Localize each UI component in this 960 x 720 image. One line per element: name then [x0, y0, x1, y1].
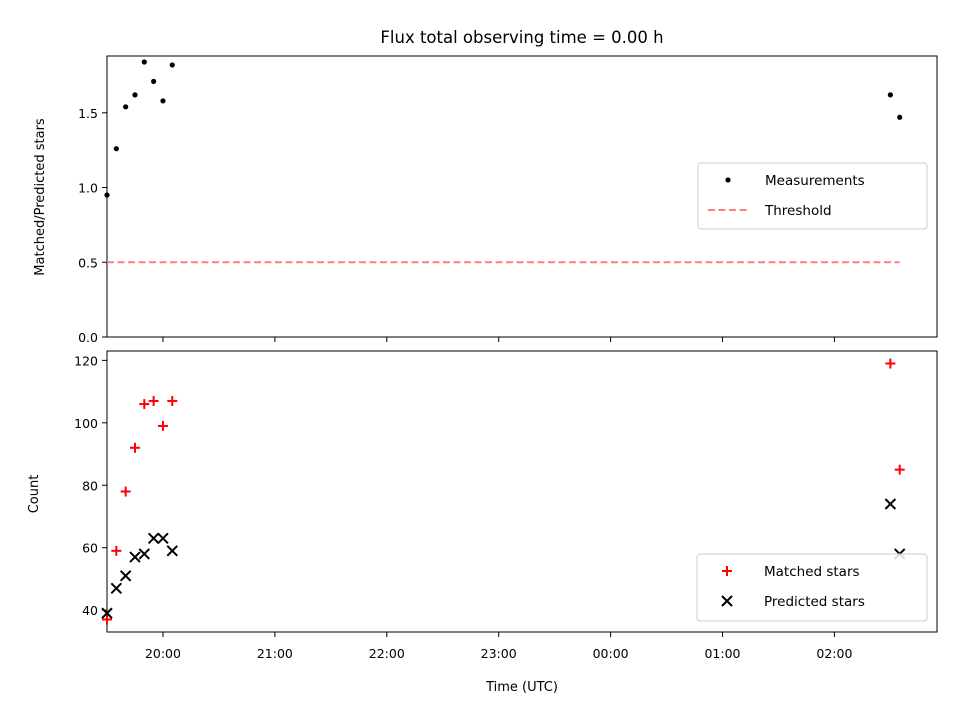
xtick-label: 20:00 — [145, 646, 181, 661]
predicted-star-point — [157, 532, 169, 545]
predicted-star-point — [166, 545, 178, 557]
matched-star-point — [111, 545, 122, 556]
legend-label: Predicted stars — [764, 594, 865, 610]
predicted-star-stroke — [147, 532, 160, 545]
predicted-star-point — [884, 498, 897, 510]
bottom-legend-box — [696, 553, 928, 622]
measurement-point — [141, 59, 147, 65]
predicted-star-stroke — [157, 532, 169, 545]
matched-star-point — [102, 614, 112, 625]
predicted-star-stroke — [119, 570, 132, 582]
top-legend: Measurements Threshold — [697, 162, 928, 230]
measurement-point — [113, 146, 119, 152]
xtick-label: 21:00 — [257, 646, 293, 661]
predicted-star-point — [119, 570, 132, 582]
top-legend-box — [697, 162, 928, 230]
legend-label: Matched stars — [764, 564, 860, 580]
matched-star-point — [129, 442, 140, 453]
top-ytick-label: 0.0 — [78, 330, 98, 345]
predicted-star-stroke — [884, 498, 897, 510]
bottom-ytick-label: 60 — [82, 541, 98, 556]
matched-star-point — [167, 395, 178, 406]
predicted-star-stroke — [110, 582, 123, 594]
measurement-point — [151, 78, 157, 85]
matched-star-point — [894, 464, 905, 475]
matched-star-point — [885, 358, 896, 369]
bottom-ytick-label: 40 — [82, 603, 98, 618]
bottom-panel: 40 60 80 100 120 20:00 21:00 22:00 23:00 00:00 01:… — [74, 350, 938, 661]
measurement-point — [104, 192, 110, 198]
xtick-label: 01:00 — [704, 646, 740, 661]
measurement-point — [897, 114, 903, 120]
xtick-label: 23:00 — [481, 646, 517, 661]
xtick-label: 22:00 — [369, 646, 405, 661]
chart-title: Flux total observing time = 0.00 h — [380, 28, 663, 47]
xtick-label: 02:00 — [816, 646, 852, 661]
matched-star-point — [148, 395, 159, 406]
y-axis-label-bottom: Count — [27, 475, 42, 514]
predicted-star-point — [138, 548, 151, 560]
predicted-star-point — [101, 607, 113, 619]
top-ytick-label: 1.0 — [78, 181, 98, 196]
measurement-point — [887, 92, 893, 98]
legend-label: Measurements — [765, 173, 865, 189]
bottom-axes-frame — [106, 350, 938, 633]
legend-matched-handle — [722, 566, 732, 576]
legend-measurement-handle — [725, 177, 731, 183]
predicted-star-stroke — [166, 545, 178, 557]
top-panel: 0.0 0.5 1.0 1.5 Measurements Threshold — [78, 55, 938, 345]
measurement-point — [169, 62, 175, 68]
legend-label: Threshold — [764, 203, 832, 219]
predicted-star-point — [147, 532, 160, 545]
matched-star-point — [139, 399, 150, 410]
predicted-star-point — [129, 551, 141, 563]
predicted-star-stroke — [101, 607, 113, 619]
legend-predicted-stroke — [721, 595, 733, 607]
top-ytick-label: 1.5 — [78, 106, 98, 121]
x-axis-label: Time (UTC) — [485, 680, 558, 695]
xtick-label: 00:00 — [593, 646, 629, 661]
bottom-legend: Matched stars Predicted stars — [696, 553, 928, 622]
matched-star-point — [157, 420, 168, 431]
matched-star-point — [120, 486, 131, 497]
measurement-point — [132, 92, 138, 98]
bottom-ytick-label: 100 — [74, 416, 98, 431]
measurement-point — [160, 98, 166, 104]
predicted-star-stroke — [138, 548, 151, 560]
bottom-ytick-label: 80 — [82, 478, 98, 493]
predicted-star-point — [110, 582, 123, 594]
legend-predicted-handle — [721, 595, 733, 607]
top-ytick-label: 0.5 — [78, 255, 98, 270]
predicted-star-stroke — [129, 551, 141, 563]
y-axis-label-top: Matched/Predicted stars — [33, 118, 48, 276]
measurement-point — [123, 104, 129, 110]
bottom-ytick-label: 120 — [74, 353, 98, 368]
